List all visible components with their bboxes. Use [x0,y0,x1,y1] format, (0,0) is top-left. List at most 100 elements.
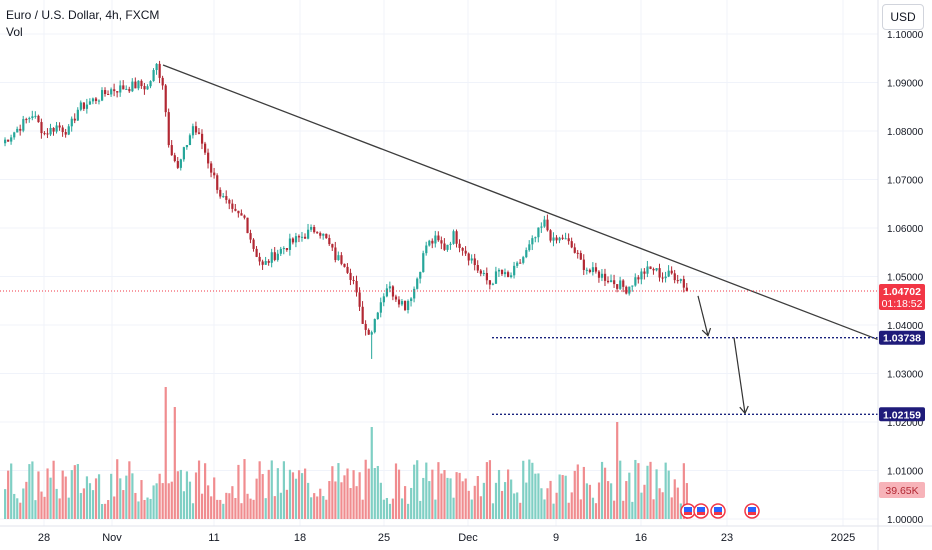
volume-indicator-label[interactable]: Vol [6,25,23,39]
candle-body [197,132,201,134]
candle-body [464,250,467,254]
candle-body [140,80,143,87]
candle-body [213,172,216,176]
candle-body [458,243,461,248]
candle-body [152,70,155,82]
level-price-label-bg [879,330,925,345]
candle-body [482,272,485,274]
price-tick-label: 1.01000 [887,467,924,478]
candle-body [176,161,179,168]
volume-bar [219,499,222,519]
candle-body [113,89,116,92]
candle-body [431,240,434,244]
price-axis[interactable]: 1.10000 1.09000 1.08000 1.07000 1.06000 1.050… [877,0,925,550]
volume-bar [213,477,216,519]
volume-bar [104,503,107,519]
time-axis[interactable]: 28 Nov 11 18 25 Dec 9 16 23 2025 [0,525,932,544]
candle-body [43,133,46,135]
candle-body [391,286,395,297]
candle-body [658,268,661,278]
time-tick-label: 16 [635,532,647,544]
volume-bar [358,472,361,519]
volume-bar [476,475,479,519]
volume-bar [585,483,588,519]
volume-bar [552,503,555,519]
candle-body [110,89,113,95]
candle-body [216,175,219,190]
volume-bar [100,503,104,519]
volume-bar [316,496,319,519]
candle-body [58,125,61,128]
volume-bar [88,483,92,519]
volume-bar [573,470,576,519]
volume-bar [628,472,631,519]
candle-body [376,312,379,320]
candle-body [340,255,343,264]
volume-bar [276,468,279,519]
flag-icon [714,507,722,512]
candle-body [40,122,43,134]
volume-bar [67,497,70,519]
candle-body [137,80,140,89]
candle-body [652,268,655,271]
candle-body [682,279,685,288]
volume-bar [10,463,13,519]
volume-bar [558,474,561,519]
flag-icon [684,512,692,515]
volume-bar [685,483,688,519]
volume-bar [91,490,95,519]
candle-body [122,85,125,90]
volume-bar [34,500,37,519]
volume-bar [382,499,385,519]
volume-bar [313,493,316,519]
candle-body [19,128,22,131]
volume-bar [582,466,585,519]
candle-body [594,267,598,272]
symbol-title[interactable]: Euro / U.S. Dollar, 4h, FXCM [6,8,160,22]
currency-button[interactable]: USD [882,4,924,30]
volume-value-label: 39.65K [885,485,918,497]
volume-bar [285,489,289,519]
volume-bar [128,461,131,519]
flag-icon [684,507,692,512]
volume-bar [670,497,673,519]
volume-bar [143,499,146,519]
volume-bar [546,488,549,519]
volume-bar [176,471,179,519]
price-tick-label: 1.10000 [887,30,924,41]
volume-bar [279,492,282,519]
price-tick-label: 1.05000 [887,273,924,284]
volume-bar [146,497,149,519]
volume-bar [667,470,670,519]
volume-bar [85,476,89,519]
volume-bar [570,492,573,519]
candle-body [64,132,67,135]
candle-body [397,299,401,305]
candle-body [294,236,298,243]
candle-body [285,248,289,250]
candle-body [619,280,622,289]
volume-bar [464,478,467,519]
volume-bar [634,459,637,519]
volume-bar [640,492,643,519]
volume-bar [200,493,204,519]
volume-bar [658,488,661,519]
candle-body [194,126,198,133]
volume-bar [361,499,364,519]
candle-body [310,227,313,230]
volume-bar [419,500,422,519]
projection-arrow-head [701,327,712,337]
candle-body [331,244,334,248]
candle-body [622,280,625,287]
volume-bar [246,493,249,519]
candle-body [100,90,104,101]
candle-body [94,98,98,102]
volume-bar [94,478,98,519]
volume-bar [534,473,537,519]
volume-bar [613,500,616,519]
volume-bar [619,460,622,519]
volume-bar [161,483,164,519]
flag-icon [697,512,705,515]
candle-body [546,219,549,231]
